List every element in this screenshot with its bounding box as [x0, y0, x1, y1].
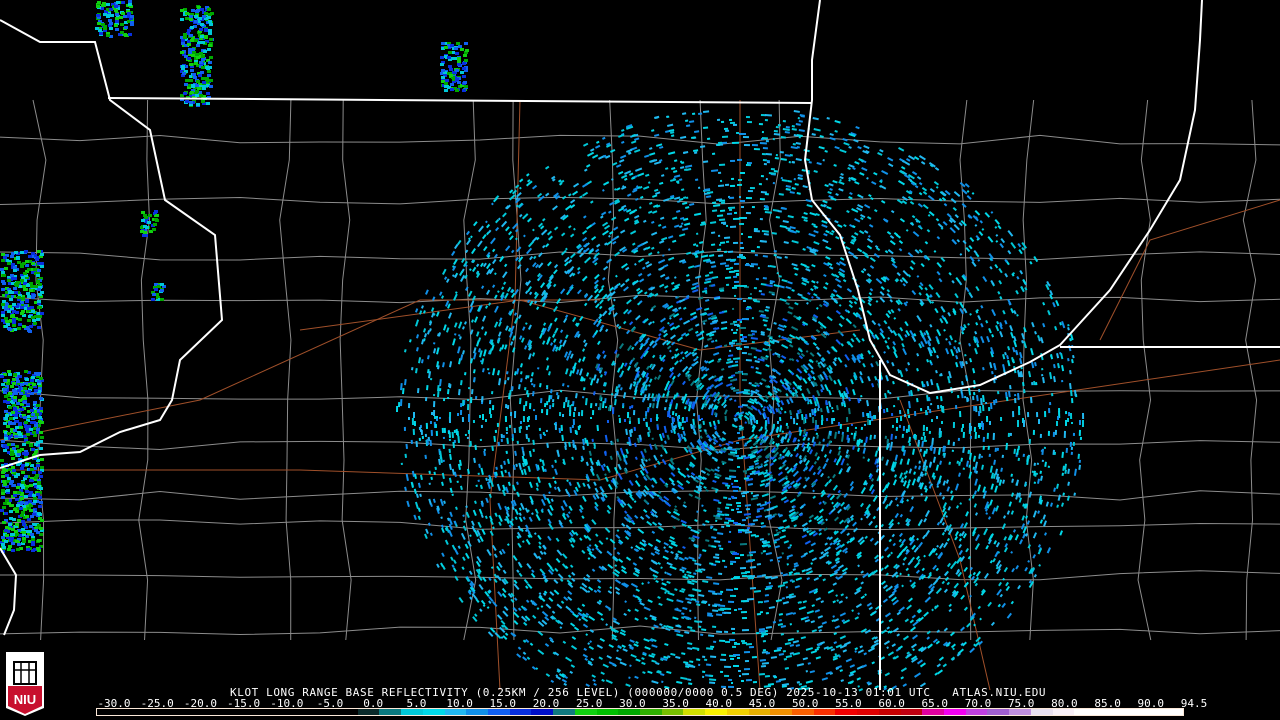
county-line [280, 100, 291, 640]
highway-line [300, 300, 860, 350]
legend-color-swatch [1009, 709, 1031, 715]
legend-color-swatch [835, 709, 857, 715]
legend-color-swatch [683, 709, 705, 715]
legend-color-swatch [749, 709, 771, 715]
county-line [0, 571, 1280, 580]
legend-color-swatch [292, 709, 314, 715]
legend-color-swatch [445, 709, 467, 715]
wisconsin-illinois-border [108, 98, 812, 103]
legend-color-swatch [401, 709, 423, 715]
legend-color-swatch [140, 709, 162, 715]
county-line [139, 100, 150, 640]
legend-color-swatch [1053, 709, 1075, 715]
lake-michigan-shoreline [805, 0, 1202, 393]
legend-color-swatch [466, 709, 488, 715]
niu-logo: NIU [4, 648, 46, 718]
legend-color-swatch [1074, 709, 1096, 715]
legend-color-swatch [249, 709, 271, 715]
county-line [1023, 100, 1034, 640]
legend-color-swatch [814, 709, 836, 715]
legend-color-swatch [358, 709, 380, 715]
legend-color-swatch [119, 709, 141, 715]
county-line [0, 135, 1280, 145]
legend-color-swatch [488, 709, 510, 715]
legend-color-swatch [184, 709, 206, 715]
legend-color-swatch [227, 709, 249, 715]
highway-line [1100, 200, 1280, 340]
legend-color-swatch [1140, 709, 1162, 715]
county-line [340, 100, 351, 640]
legend-color-swatch [770, 709, 792, 715]
county-line [33, 100, 46, 640]
county-line [0, 626, 1280, 635]
legend-color-swatch [575, 709, 597, 715]
legend-color-swatch [379, 709, 401, 715]
legend-color-swatch [1118, 709, 1140, 715]
county-line [1138, 100, 1151, 640]
legend-color-swatch [162, 709, 184, 715]
legend-color-swatch [1161, 709, 1183, 715]
mississippi-river-border-south [0, 548, 16, 635]
legend-color-swatch [510, 709, 532, 715]
legend-color-swatch [922, 709, 944, 715]
county-line [1243, 100, 1256, 640]
legend-color-swatch [553, 709, 575, 715]
county-line [0, 520, 1280, 530]
legend-color-swatch [705, 709, 727, 715]
legend-label: 94.5 [1181, 697, 1208, 710]
county-borders [0, 100, 1280, 640]
county-line [0, 251, 1280, 260]
highway-line [0, 300, 600, 440]
legend-color-swatch [618, 709, 640, 715]
legend-color-swatch [531, 709, 553, 715]
legend-color-swatch [662, 709, 684, 715]
legend-color-swatch [857, 709, 879, 715]
legend-color-swatch [423, 709, 445, 715]
legend-color-swatch [987, 709, 1009, 715]
legend-color-swatch [879, 709, 901, 715]
legend-color-swatch [901, 709, 923, 715]
legend-color-swatch [1031, 709, 1053, 715]
legend-color-swatch [314, 709, 336, 715]
legend-color-swatch [727, 709, 749, 715]
radar-echoes [0, 0, 1084, 692]
county-line [0, 390, 1280, 399]
legend-color-swatch [944, 709, 966, 715]
legend-color-swatch [597, 709, 619, 715]
legend-color-swatch [336, 709, 358, 715]
legend-color-swatch [966, 709, 988, 715]
legend-color-swatch [640, 709, 662, 715]
legend-color-swatch [792, 709, 814, 715]
legend-color-swatch [1096, 709, 1118, 715]
legend-color-swatch [271, 709, 293, 715]
county-line [0, 197, 1280, 204]
legend-color-swatch [206, 709, 228, 715]
color-scale-bar [96, 708, 1184, 716]
legend-color-swatch [97, 709, 119, 715]
